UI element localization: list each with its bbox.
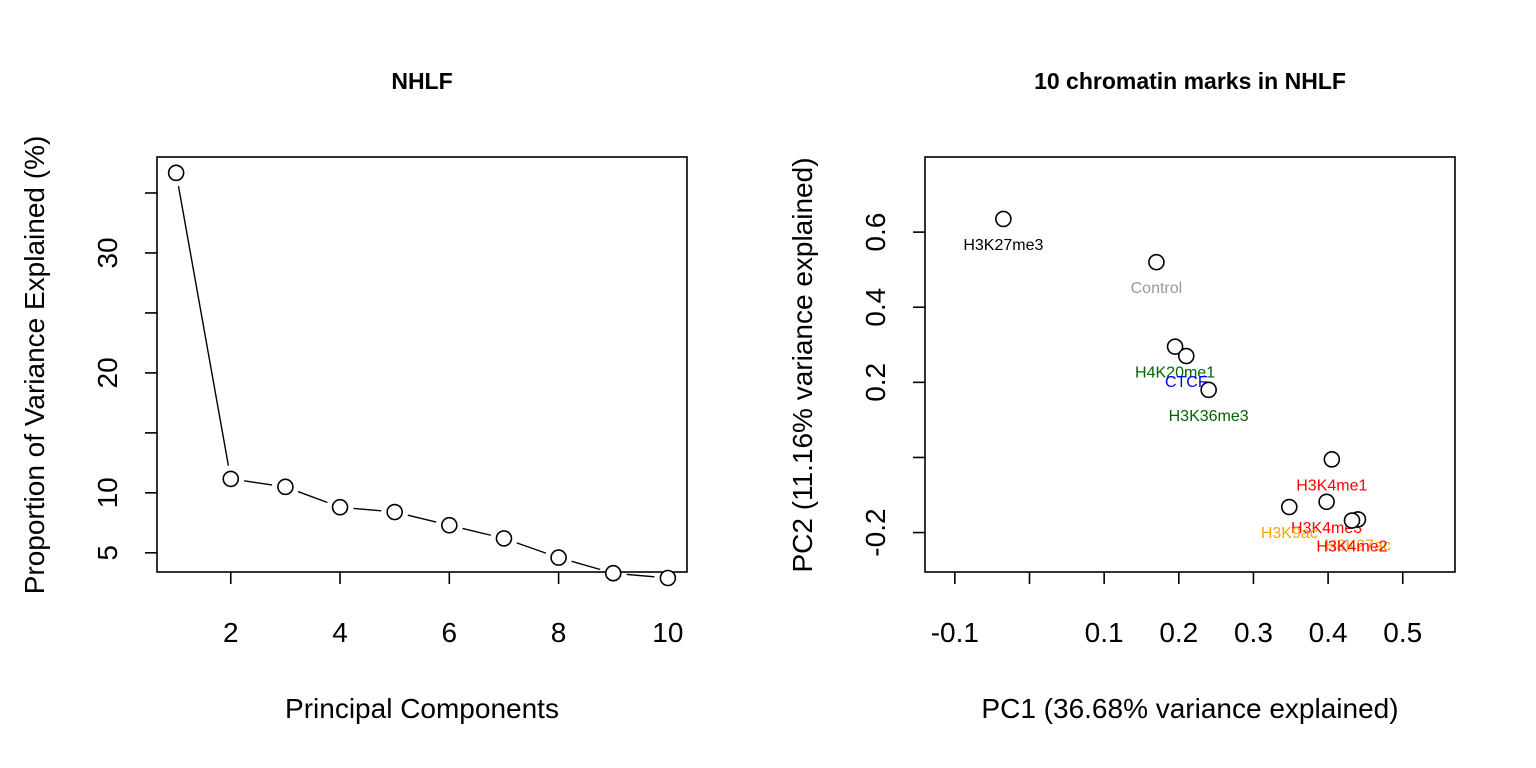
pca-point-label: H3K27ac [1325,537,1391,554]
pca-y-tick-label: 0.4 [860,288,891,327]
scree-point [167,164,185,182]
scree-x-axis-label: Principal Components [285,693,559,724]
pca-point [1280,498,1298,516]
pca-point-label: H4K20me1 [1135,365,1215,382]
scree-y-tick-label: 20 [92,357,123,388]
scree-point [659,569,677,587]
scree-x-tick-label: 8 [551,617,567,648]
pca-y-tick-label: 0.2 [860,363,891,402]
scree-plot-frame [156,156,688,573]
scree-y-tick-label: 10 [92,477,123,508]
pca-x-axis-label: PC1 (36.68% variance explained) [981,693,1398,724]
scree-connector [244,480,273,486]
scree-point [331,498,349,516]
pca-point [1343,512,1361,529]
scree-connector [571,560,601,571]
scree-plot: NHLF 2 4 6 8 10 5 10 20 30 Principal Components… [19,68,688,724]
pca-plot-frame [924,156,1456,573]
scree-point [604,564,622,582]
pca-point-label: H3K4me2 [1316,539,1387,556]
pca-x-axis: -0.1 0.1 0.2 0.3 0.4 0.5 [931,572,1422,648]
scree-x-tick-label: 2 [223,617,239,648]
scree-connector [177,185,230,466]
scree-x-tick-label: 10 [652,617,683,648]
pca-point-label: CTCF [1165,374,1208,391]
pca-x-tick-label: 0.1 [1085,617,1124,648]
scree-title: NHLF [391,68,452,94]
scree-connector [462,527,492,536]
pca-point-label: H3K4me1 [1296,477,1367,494]
pca-title: 10 chromatin marks in NHLF [1034,68,1346,94]
pca-y-tick-label: -0.2 [860,508,891,556]
pca-point [995,210,1012,228]
pca-x-tick-label: 0.5 [1383,617,1422,648]
pca-x-tick-label: 0.3 [1234,617,1273,648]
pca-point-label: H3K27me3 [963,237,1043,254]
pca-point [1177,347,1195,365]
pca-x-tick-label: 0.2 [1159,617,1198,648]
pca-point-label: H3K9ac [1261,525,1318,542]
scree-x-tick-label: 4 [332,617,348,648]
pca-x-tick-label: -0.1 [931,617,979,648]
pca-scatter-plot: 10 chromatin marks in NHLF -0.1 0.1 0.2 0.3… [787,68,1456,724]
pca-y-tick-label: 0.6 [860,213,891,252]
scree-y-tick-label: 5 [92,545,123,561]
scree-point [277,478,294,496]
pca-point-label: H3K36me3 [1169,408,1249,425]
pca-x-tick-label: 0.4 [1309,617,1348,648]
pca-point [1323,451,1341,468]
pca-point [1166,338,1184,355]
scree-connector [626,573,655,578]
scree-connector [297,490,328,504]
pca-y-axis-label: PC2 (11.16% variance explained) [787,157,818,572]
scree-x-axis: 2 4 6 8 10 [223,572,683,648]
pca-point [1148,253,1165,271]
scree-point [550,549,567,566]
pca-point [1200,381,1217,399]
scree-y-axis-label: Proportion of Variance Explained (%) [19,136,50,595]
scree-series [167,164,677,587]
pca-y-axis: -0.2 0.2 0.4 0.6 [860,213,925,557]
scree-point [222,470,240,488]
scree-point [386,503,403,521]
pca-point [1318,493,1335,511]
scree-x-tick-label: 6 [442,617,458,648]
scree-connector [407,514,437,523]
scree-y-axis: 5 10 20 30 [92,192,157,561]
scree-connector [353,507,382,512]
scree-point [495,530,513,547]
scree-point [441,516,458,534]
pca-point-label: Control [1131,280,1183,297]
scree-connector [516,542,547,554]
scree-y-tick-label: 30 [92,237,123,268]
